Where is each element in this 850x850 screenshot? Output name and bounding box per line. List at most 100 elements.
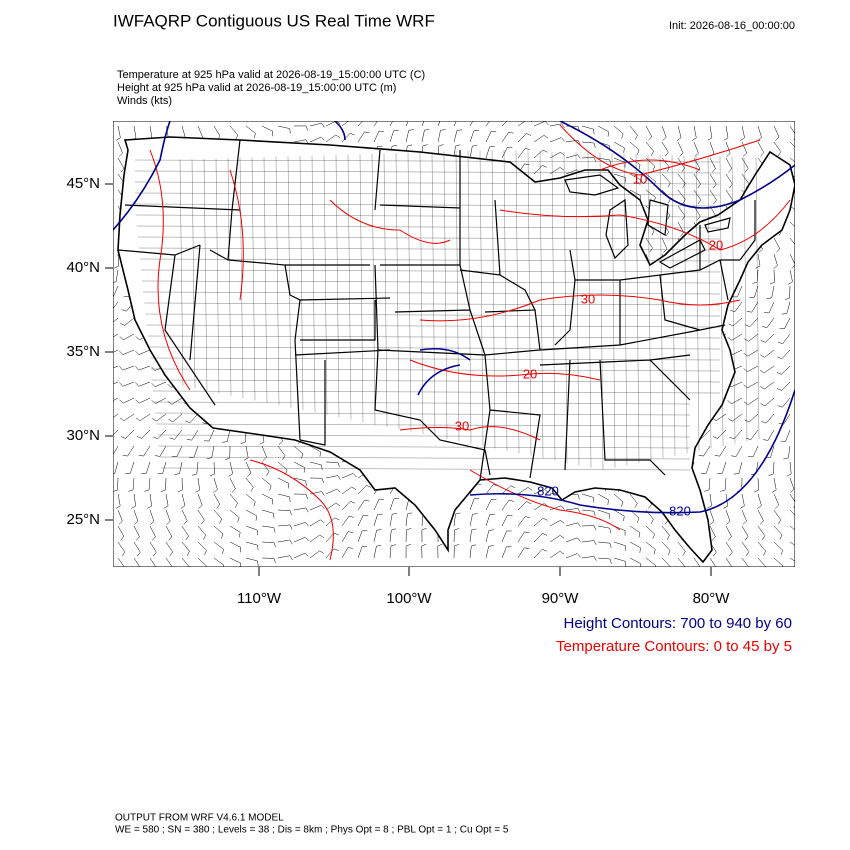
wind-barb: [453, 121, 457, 127]
footer-line: OUTPUT FROM WRF V4.6.1 MODEL: [115, 813, 284, 824]
wind-barb: [197, 541, 207, 556]
wind-barb: [597, 525, 611, 534]
wind-barb: [709, 525, 716, 541]
wind-barb: [597, 541, 612, 549]
wind-barb: [485, 121, 491, 127]
wind-barb: [549, 151, 565, 159]
wind-barb: [341, 501, 355, 511]
wind-barb: [773, 141, 782, 157]
wind-barb: [677, 205, 686, 221]
wind-barb: [709, 173, 717, 189]
wind-barb: [245, 509, 257, 521]
wind-barb: [533, 503, 549, 511]
wind-barb: [213, 125, 221, 141]
wind-barb: [581, 141, 596, 148]
wind-barb: [729, 429, 743, 440]
wind-barb: [581, 525, 597, 531]
wind-barb: [245, 125, 256, 139]
wind-barb: [165, 541, 174, 557]
wind-barb: [325, 532, 339, 543]
wind-barb: [213, 477, 218, 493]
wind-barb: [405, 121, 409, 127]
wind-barb: [357, 499, 370, 511]
wind-barb: [789, 493, 795, 509]
wind-barb: [113, 381, 119, 385]
wind-barb: [725, 509, 731, 525]
wind-barb: [712, 429, 727, 439]
wind-barb: [113, 429, 119, 436]
wind-barb: [533, 121, 549, 127]
wind-barb: [469, 498, 480, 511]
wind-barb: [533, 489, 549, 495]
wind-barb: [174, 461, 183, 475]
wind-barb: [373, 130, 384, 143]
wind-barb: [629, 493, 638, 508]
wind-barb: [213, 541, 224, 555]
wind-barb: [743, 397, 759, 406]
wind-barb: [149, 525, 156, 541]
wind-barb: [122, 445, 135, 457]
wind-barb: [693, 173, 701, 189]
wind-barb: [325, 121, 341, 127]
wind-barb: [115, 493, 121, 509]
wind-barb: [168, 413, 183, 423]
wind-barb: [754, 477, 759, 493]
wind-barb: [165, 509, 171, 525]
wind-barb: [373, 545, 382, 559]
wind-barb: [549, 550, 565, 559]
wind-barb: [613, 173, 626, 183]
wind-barb: [222, 429, 231, 443]
wind-barb: [277, 445, 286, 461]
wind-barb: [773, 525, 783, 540]
wind-barb: [533, 165, 547, 175]
wind-barb: [707, 493, 712, 509]
wind-barb: [778, 413, 791, 425]
wind-barb: [373, 498, 385, 511]
wind-barb: [709, 509, 715, 525]
title: IWFAQRP Contiguous US Real Time WRF: [113, 11, 435, 30]
wind-barb: [357, 485, 372, 495]
wind-barb: [373, 121, 378, 127]
wind-barb: [113, 445, 119, 456]
wind-barb: [113, 365, 119, 369]
wind-barb: [517, 501, 532, 511]
wind-barb: [261, 445, 267, 461]
wind-barb: [746, 301, 759, 313]
wind-barb: [165, 557, 173, 567]
wind-barb: [629, 541, 641, 553]
wind-barb: [325, 548, 339, 559]
wind-barb: [773, 509, 782, 525]
wind-barb: [661, 557, 671, 567]
wind-barb: [245, 525, 258, 536]
wind-barb: [309, 122, 325, 128]
wind-barb: [765, 445, 775, 459]
wind-barb: [728, 317, 743, 327]
wind-barb: [768, 461, 775, 476]
wind-barb: [437, 543, 443, 559]
wind-barb: [277, 461, 288, 475]
wind-barb: [581, 509, 596, 517]
wind-barb: [485, 514, 495, 527]
init-time: Init: 2026-08-16_00:00:00: [669, 20, 795, 32]
wind-barb: [760, 349, 775, 358]
wind-barb: [501, 499, 514, 511]
wind-barb: [740, 125, 745, 141]
wind-barb: [565, 154, 581, 159]
wind-barb: [357, 514, 369, 527]
wind-barb: [661, 173, 671, 188]
wind-barb: [131, 125, 137, 141]
wind-barb: [191, 461, 199, 476]
wind-barb: [197, 525, 207, 540]
wind-barb: [113, 461, 119, 474]
wind-barb: [341, 515, 354, 527]
wind-barb: [469, 121, 474, 127]
wind-barb: [309, 550, 324, 559]
wind-barb: [181, 525, 189, 541]
wind-barb: [113, 317, 119, 323]
wind-barb: [677, 189, 686, 204]
wind-barb: [565, 508, 581, 513]
wind-barb: [762, 317, 775, 328]
wind-barb: [117, 525, 125, 541]
wind-barb: [725, 541, 733, 557]
wind-barb: [119, 365, 135, 371]
